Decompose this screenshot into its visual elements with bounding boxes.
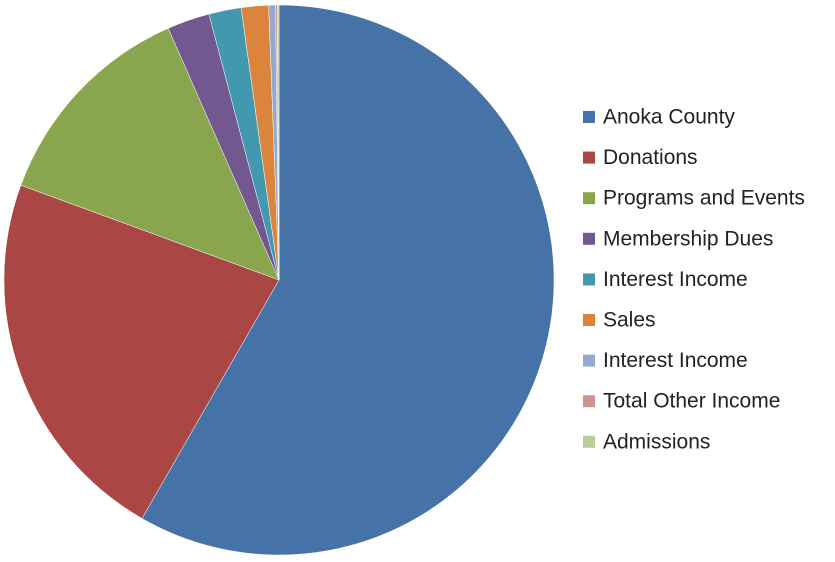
- pie-slice: [141, 4, 555, 556]
- legend-label: Interest Income: [603, 268, 748, 291]
- legend-label: Membership Dues: [603, 227, 773, 250]
- legend-label: Anoka County: [603, 106, 735, 129]
- legend-swatch: [583, 273, 595, 286]
- legend-swatch: [583, 151, 595, 164]
- pie-slice: [20, 27, 280, 281]
- pie-slice: [277, 4, 280, 281]
- legend-swatch: [583, 314, 595, 326]
- legend-swatch: [583, 192, 595, 205]
- legend-label: Interest Income: [603, 349, 748, 372]
- legend-swatch: [583, 435, 595, 448]
- legend-swatch: [583, 395, 595, 408]
- legend-label: Donations: [603, 146, 698, 169]
- pie-slice: [3, 184, 280, 519]
- legend-swatch: [583, 232, 595, 245]
- legend-swatch: [583, 354, 595, 367]
- legend-label: Sales: [603, 309, 656, 332]
- legend-swatch: [583, 111, 595, 123]
- legend-label: Admissions: [603, 430, 710, 453]
- legend-label: Programs and Events: [603, 187, 805, 210]
- legend-label: Total Other Income: [603, 390, 780, 413]
